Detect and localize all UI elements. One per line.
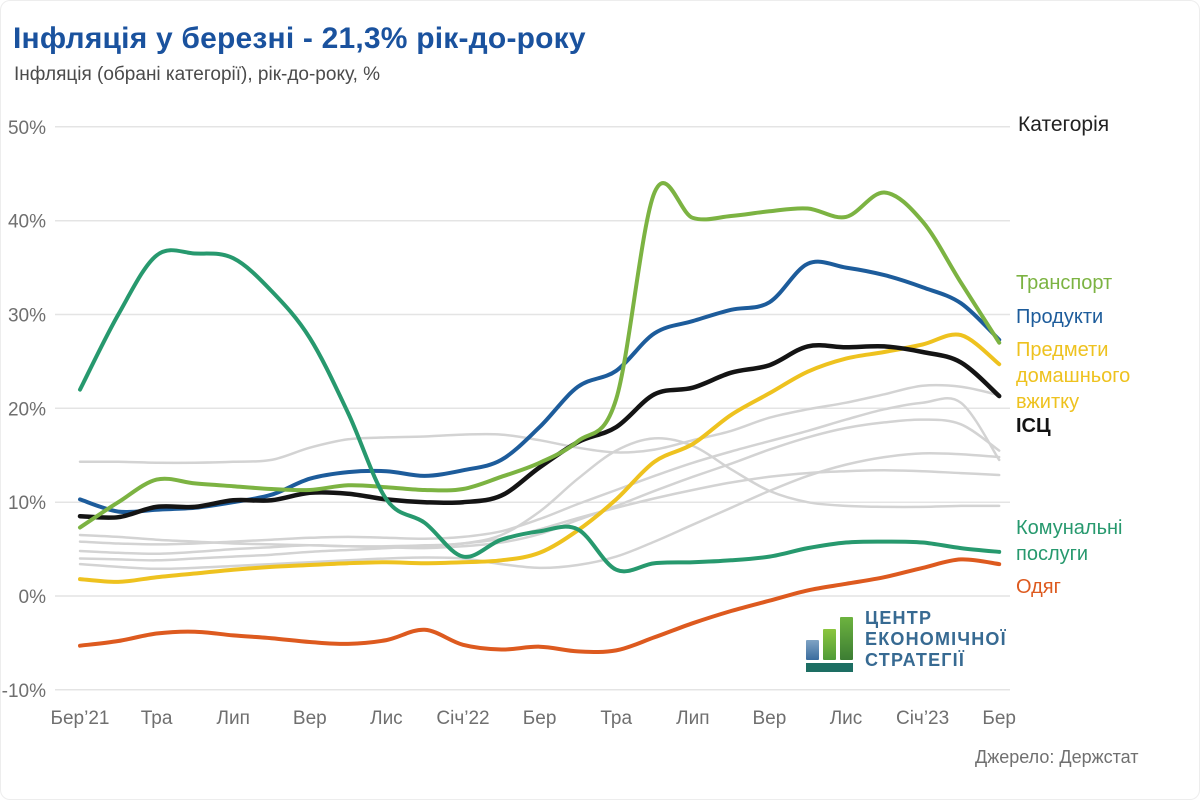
- page-title: Інфляція у березні - 21,3% рік-до-року: [13, 22, 586, 55]
- legend-header: Категорія: [1018, 113, 1110, 136]
- line-household_items: [78, 332, 1002, 584]
- legend-item-label: Предмети: [1016, 339, 1109, 361]
- legend-item-label: ІСЦ: [1016, 415, 1051, 437]
- legend-item-clothes: Одяг: [1016, 574, 1061, 600]
- legend-item-label: вжитку: [1016, 391, 1080, 413]
- x-axis-label: Січ’23: [896, 708, 949, 729]
- y-axis-label: 40%: [8, 212, 46, 233]
- logo-text: ЦЕНТР ЕКОНОМІЧНОЇ СТРАТЕГІЇ: [865, 608, 1007, 671]
- y-axis-label: -10%: [2, 681, 46, 702]
- x-axis-label: Бер’21: [51, 708, 110, 729]
- line-gray-line-3: [78, 418, 1001, 556]
- line-gray-line-2: [78, 396, 1001, 546]
- page-subtitle: Інфляція (обрані категорії), рік-до-року…: [14, 64, 381, 85]
- x-axis-label: Тра: [600, 708, 632, 729]
- x-axis-label: Вер: [752, 708, 786, 729]
- logo-line-2: ЕКОНОМІЧНОЇ: [865, 629, 1007, 649]
- legend-item-products: Продукти: [1016, 304, 1103, 330]
- line-utilities: [78, 248, 1002, 574]
- x-axis-label: Лис: [830, 708, 863, 729]
- x-axis-label: Лип: [217, 708, 250, 729]
- x-axis-label: Січ’22: [436, 708, 489, 729]
- legend-item-icp: ІСЦ: [1016, 413, 1051, 439]
- legend-item-label: Транспорт: [1016, 272, 1113, 294]
- line-gray-line-5: [78, 437, 1001, 548]
- ces-logo: ЦЕНТР ЕКОНОМІЧНОЇ СТРАТЕГІЇ: [806, 608, 1007, 672]
- logo-line-3: СТРАТЕГІЇ: [865, 650, 966, 670]
- line-gray-line-1: [78, 383, 1001, 465]
- y-axis-label: 30%: [8, 306, 46, 327]
- legend-item-label: Комунальні: [1016, 517, 1123, 539]
- x-axis-label: Вер: [293, 708, 327, 729]
- y-axis-label: 10%: [8, 493, 46, 514]
- legend-item-household_items: Предмети домашнього вжитку: [1016, 337, 1130, 415]
- x-axis-label: Бер: [523, 708, 557, 729]
- legend-item-label: Одяг: [1016, 576, 1061, 598]
- line-transport: [78, 181, 1002, 530]
- source-label: Джерело: Держстат: [975, 747, 1139, 767]
- bar-chart-logo-icon: [806, 608, 853, 672]
- x-axis-label: Лип: [676, 708, 709, 729]
- x-axis-label: Тра: [141, 708, 173, 729]
- legend-item-label: послуги: [1016, 543, 1089, 565]
- line-gray-line-6: [78, 451, 1001, 571]
- line-icp: [77, 343, 1002, 520]
- legend-item-transport: Транспорт: [1016, 270, 1112, 296]
- logo-line-1: ЦЕНТР: [865, 608, 933, 628]
- legend-item-utilities: Комунальні послуги: [1016, 515, 1123, 567]
- x-axis-label: Бер: [982, 708, 1016, 729]
- y-axis-label: 20%: [8, 399, 46, 420]
- line-products: [78, 259, 1002, 515]
- legend-item-label: домашнього: [1016, 365, 1131, 387]
- legend-item-label: Продукти: [1016, 306, 1104, 328]
- line-clothes: [78, 557, 1002, 655]
- y-axis-label: 0%: [19, 587, 47, 608]
- x-axis-label: Лис: [370, 708, 403, 729]
- y-axis-label: 50%: [8, 118, 46, 139]
